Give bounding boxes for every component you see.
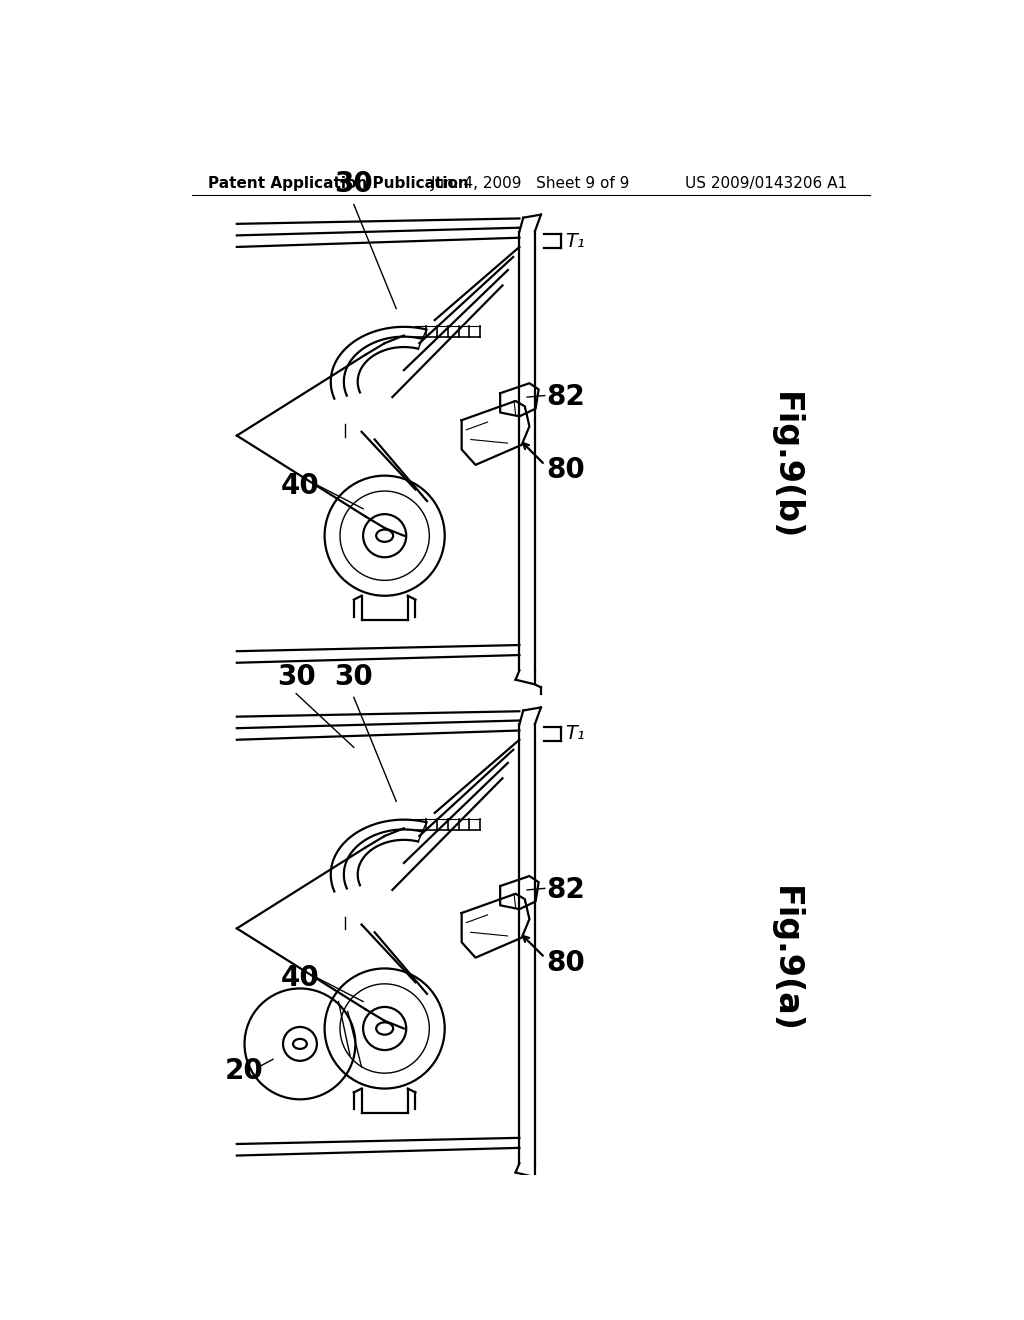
Text: 40: 40 xyxy=(281,471,319,500)
Text: 30: 30 xyxy=(335,663,373,692)
Text: 30: 30 xyxy=(335,170,373,198)
Text: US 2009/0143206 A1: US 2009/0143206 A1 xyxy=(685,176,847,191)
Text: Fig.9(a): Fig.9(a) xyxy=(769,886,802,1032)
Text: 80: 80 xyxy=(547,457,585,484)
Text: 40: 40 xyxy=(281,965,319,993)
Text: 20: 20 xyxy=(225,1057,264,1085)
Text: Patent Application Publication: Patent Application Publication xyxy=(208,176,468,191)
Text: Jun. 4, 2009   Sheet 9 of 9: Jun. 4, 2009 Sheet 9 of 9 xyxy=(431,176,630,191)
Text: 82: 82 xyxy=(547,876,585,904)
Text: T₁: T₁ xyxy=(565,232,586,251)
Text: 82: 82 xyxy=(547,383,585,411)
Text: 30: 30 xyxy=(276,663,315,692)
Text: T₁: T₁ xyxy=(565,725,586,743)
Text: 80: 80 xyxy=(547,949,585,977)
Text: Fig.9(b): Fig.9(b) xyxy=(769,392,802,541)
